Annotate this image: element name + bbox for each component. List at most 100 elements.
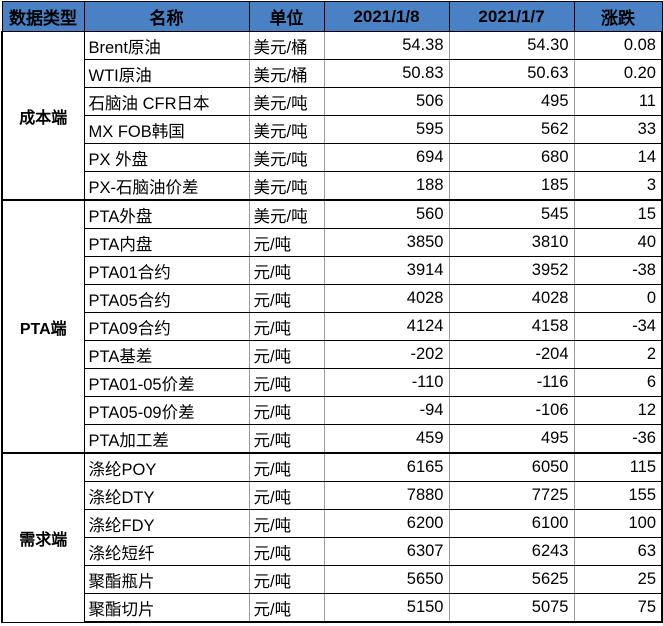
value-previous-cell: 3952	[448, 256, 575, 285]
table-row: 涤纶短纤 元/吨 6307 6243 63	[2, 537, 663, 566]
value-previous-cell: 54.30	[448, 31, 575, 60]
value-previous-cell: 545	[448, 199, 575, 229]
item-name-cell: 石脑油 CFR日本	[83, 87, 250, 116]
value-current-cell: 3914	[323, 256, 450, 285]
value-previous-cell: 4158	[448, 312, 575, 341]
change-cell: -38	[573, 256, 663, 285]
group-cost-side: 成本端	[1, 31, 85, 201]
unit-cell: 元/吨	[248, 509, 325, 538]
value-current-cell: -202	[323, 340, 450, 369]
table-row: PTA加工差 元/吨 459 495 -36	[2, 424, 663, 454]
table-row: 聚酯切片 元/吨 5150 5075 75	[2, 593, 663, 623]
item-name-cell: 聚酯瓶片	[83, 565, 250, 594]
value-current-cell: 560	[323, 199, 450, 229]
item-name-cell: PTA05-09价差	[83, 396, 250, 425]
change-cell: -36	[573, 424, 663, 454]
header-category: 数据类型	[1, 1, 85, 32]
table-row: 涤纶DTY 元/吨 7880 7725 155	[2, 481, 663, 510]
change-cell: 0	[573, 284, 663, 313]
value-current-cell: 459	[323, 424, 450, 454]
change-cell: 40	[573, 228, 663, 257]
table-row: 涤纶FDY 元/吨 6200 6100 100	[2, 509, 663, 538]
table-row: PTA05-09价差 元/吨 -94 -106 12	[2, 396, 663, 425]
unit-cell: 元/吨	[248, 424, 325, 454]
unit-cell: 美元/吨	[248, 171, 325, 201]
change-cell: 3	[573, 171, 663, 201]
item-name-cell: PTA内盘	[83, 228, 250, 257]
change-cell: -34	[573, 312, 663, 341]
table-row: PTA端 PTA外盘 美元/吨 560 545 15	[1, 199, 663, 454]
unit-cell: 元/吨	[248, 452, 325, 482]
value-current-cell: -110	[323, 368, 450, 397]
table-row: PTA09合约 元/吨 4124 4158 -34	[2, 312, 663, 341]
table-row: 成本端 Brent原油 美元/桶 54.38 54.30 0.08	[1, 31, 663, 201]
value-current-cell: 6200	[323, 509, 450, 538]
value-previous-cell: 6100	[448, 509, 575, 538]
change-cell: 14	[573, 143, 663, 172]
table-row: 需求端 涤纶POY 元/吨 6165 6050 115	[1, 452, 663, 623]
value-current-cell: 6307	[323, 537, 450, 566]
value-current-cell: 54.38	[323, 31, 450, 60]
change-cell: 115	[573, 452, 663, 482]
unit-cell: 美元/吨	[248, 199, 325, 229]
value-current-cell: -94	[323, 396, 450, 425]
value-previous-cell: 4028	[448, 284, 575, 313]
item-name-cell: 涤纶POY	[83, 452, 250, 482]
value-current-cell: 5650	[323, 565, 450, 594]
header-row: 数据类型 名称 单位 2021/1/8 2021/1/7 涨跌	[1, 1, 663, 32]
value-current-cell: 694	[323, 143, 450, 172]
unit-cell: 美元/吨	[248, 87, 325, 116]
item-name-cell: WTI原油	[83, 59, 250, 88]
value-current-cell: 506	[323, 87, 450, 116]
table-row: PTA基差 元/吨 -202 -204 2	[2, 340, 663, 369]
item-name-cell: PTA加工差	[83, 424, 250, 454]
value-current-cell: 5150	[323, 593, 450, 623]
change-cell: 0.08	[573, 31, 663, 60]
table-row: 聚酯瓶片 元/吨 5650 5625 25	[2, 565, 663, 594]
unit-cell: 美元/吨	[248, 115, 325, 144]
unit-cell: 元/吨	[248, 340, 325, 369]
table-row: PX-石脑油价差 美元/吨 188 185 3	[2, 171, 663, 201]
value-previous-cell: 680	[448, 143, 575, 172]
change-cell: 75	[573, 593, 663, 623]
unit-cell: 元/吨	[248, 593, 325, 623]
unit-cell: 美元/桶	[248, 31, 325, 60]
unit-cell: 美元/吨	[248, 143, 325, 172]
item-name-cell: PTA05合约	[83, 284, 250, 313]
unit-cell: 美元/桶	[248, 59, 325, 88]
item-name-cell: PX 外盘	[83, 143, 250, 172]
value-previous-cell: -116	[448, 368, 575, 397]
item-name-cell: 涤纶FDY	[83, 509, 250, 538]
value-current-cell: 4124	[323, 312, 450, 341]
change-cell: 0.20	[573, 59, 663, 88]
unit-cell: 元/吨	[248, 228, 325, 257]
table-row: WTI原油 美元/桶 50.83 50.63 0.20	[2, 59, 663, 88]
value-previous-cell: 6050	[448, 452, 575, 482]
item-name-cell: PTA外盘	[83, 199, 250, 229]
table-row: PTA01合约 元/吨 3914 3952 -38	[2, 256, 663, 285]
change-cell: 25	[573, 565, 663, 594]
value-current-cell: 6165	[323, 452, 450, 482]
table-row: PTA01-05价差 元/吨 -110 -116 6	[2, 368, 663, 397]
value-previous-cell: 6243	[448, 537, 575, 566]
change-cell: 15	[573, 199, 663, 229]
value-current-cell: 595	[323, 115, 450, 144]
header-unit: 单位	[248, 1, 325, 32]
item-name-cell: PTA基差	[83, 340, 250, 369]
item-name-cell: MX FOB韩国	[83, 115, 250, 144]
group-demand-side: 需求端	[1, 452, 85, 623]
unit-cell: 元/吨	[248, 537, 325, 566]
item-name-cell: PTA01合约	[83, 256, 250, 285]
value-previous-cell: 5625	[448, 565, 575, 594]
unit-cell: 元/吨	[248, 565, 325, 594]
value-previous-cell: -106	[448, 396, 575, 425]
item-name-cell: Brent原油	[83, 31, 250, 60]
change-cell: 33	[573, 115, 663, 144]
unit-cell: 元/吨	[248, 481, 325, 510]
value-previous-cell: 495	[448, 87, 575, 116]
unit-cell: 元/吨	[248, 256, 325, 285]
change-cell: 12	[573, 396, 663, 425]
table-header: 数据类型 名称 单位 2021/1/8 2021/1/7 涨跌	[1, 1, 663, 32]
value-previous-cell: 5075	[448, 593, 575, 623]
